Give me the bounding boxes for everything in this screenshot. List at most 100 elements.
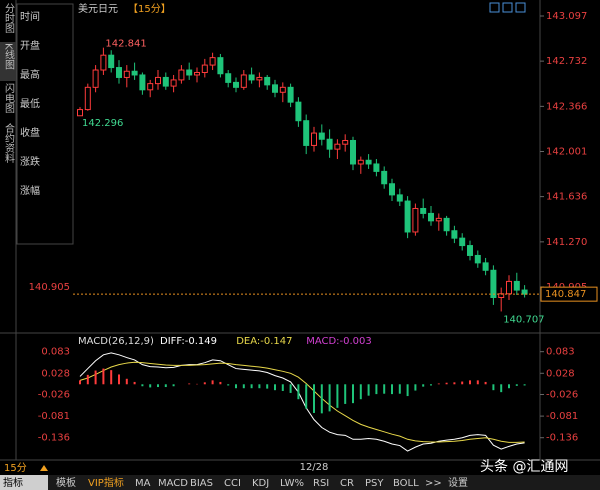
macd-title: MACD(26,12,9) — [78, 336, 154, 347]
indicator-tab[interactable]: LW% — [280, 478, 304, 489]
y-tick-label: 142.001 — [546, 146, 587, 157]
candle-body — [435, 217, 442, 222]
y-tick-label: 0.083 — [41, 347, 70, 358]
candle-body — [92, 69, 99, 88]
y-tick-label: 0.028 — [41, 368, 70, 379]
candle-body — [240, 74, 247, 88]
info-field: 涨幅 — [20, 184, 40, 197]
indicator-tab[interactable]: BOLL — [393, 478, 419, 489]
low-label: 142.296 — [82, 118, 123, 129]
icon[interactable] — [489, 2, 500, 13]
info-field: 开盘 — [20, 39, 40, 52]
candle-body — [350, 139, 356, 165]
indicator-tab[interactable]: 设置 — [448, 477, 468, 489]
y-tick-label: 142.732 — [546, 56, 587, 67]
candle-body — [108, 54, 115, 69]
candle-body — [318, 132, 325, 140]
info-field: 时间 — [20, 10, 40, 23]
candle-body — [100, 54, 107, 71]
candle-body — [178, 69, 185, 81]
indicator-tab[interactable]: CR — [340, 478, 354, 489]
candle-body — [248, 74, 255, 81]
candle-body — [326, 138, 333, 150]
indicator-tab[interactable]: 指标 — [3, 476, 23, 489]
indicator-tab[interactable]: 模板 — [56, 476, 76, 489]
candle-body — [506, 280, 512, 295]
x-tick-label: 12/28 — [300, 462, 329, 473]
indicator-tab[interactable]: PSY — [365, 478, 384, 489]
candle-body — [272, 84, 278, 93]
candle-body — [225, 73, 232, 83]
sidebar-tab[interactable]: K线图 — [3, 43, 15, 70]
info-field: 收盘 — [20, 126, 40, 139]
period-arrow[interactable] — [40, 465, 48, 471]
candle-body — [428, 212, 434, 222]
y-tick-label: 143.097 — [546, 11, 587, 22]
last-price-label: 140.847 — [545, 289, 586, 300]
sidebar-tab[interactable]: 合约资料 — [3, 122, 15, 164]
legend-entry: DEA:-0.147 — [236, 336, 292, 347]
candle-body — [365, 159, 372, 165]
candle-body — [389, 183, 395, 196]
chart-period: 【15分】 — [128, 3, 171, 15]
candle-body — [170, 79, 177, 87]
candle-body — [334, 143, 341, 150]
indicator-tab[interactable]: >> — [425, 478, 442, 489]
indicator-tab[interactable]: KDJ — [252, 478, 269, 489]
candle-body — [139, 74, 146, 91]
candle-body — [342, 139, 349, 145]
indicator-tab[interactable]: MACD — [158, 478, 188, 489]
candle-body — [420, 207, 427, 214]
candle-body — [357, 159, 364, 165]
indicator-tab[interactable]: VIP指标 — [88, 476, 124, 489]
candle-body — [381, 170, 388, 185]
candle-body — [467, 245, 473, 256]
sidebar-tab[interactable]: 分时图 — [3, 3, 15, 34]
y-tick-label: 0.083 — [546, 347, 575, 358]
y-tick-label: -0.081 — [546, 411, 578, 422]
candle-body — [201, 64, 208, 73]
legend-entry: MACD:-0.003 — [306, 336, 372, 347]
candle-body — [474, 254, 481, 264]
candle-body — [147, 83, 154, 91]
watermark: 头条 @汇通网 — [480, 458, 568, 475]
y-tick-label: 142.366 — [546, 101, 587, 112]
y-tick-label: -0.026 — [546, 390, 578, 401]
candle-body — [303, 120, 310, 146]
candle-body — [186, 69, 193, 76]
candle-body — [443, 217, 450, 232]
candle-body — [412, 207, 419, 233]
candle-body — [256, 76, 263, 81]
candle-body — [77, 109, 83, 117]
period-selector[interactable]: 15分 — [4, 462, 27, 474]
candle-body — [287, 86, 294, 103]
chart-title: 美元日元 — [78, 2, 118, 15]
candle-body — [194, 71, 200, 76]
indicator-tab[interactable]: CCI — [224, 478, 241, 489]
icon[interactable] — [502, 2, 513, 13]
sidebar-tab[interactable]: 闪电图 — [3, 82, 15, 114]
reference-price-label: 140.905 — [29, 282, 70, 293]
candle-body — [84, 86, 91, 111]
y-tick-label: 0.028 — [546, 368, 575, 379]
info-field: 最低 — [20, 97, 40, 110]
tab-active — [0, 475, 48, 490]
candle-body — [373, 163, 380, 172]
y-tick-label: -0.081 — [38, 411, 70, 422]
indicator-tab[interactable]: MA — [135, 478, 151, 489]
y-tick-label: -0.136 — [546, 433, 578, 444]
indicator-tab[interactable]: RSI — [313, 478, 329, 489]
y-tick-label: 141.636 — [546, 192, 587, 203]
candle-body — [233, 81, 239, 88]
candle-body — [123, 70, 130, 78]
low-label: 140.707 — [503, 314, 544, 325]
candle-body — [396, 194, 403, 202]
legend-entry: DIFF:-0.149 — [160, 336, 217, 347]
high-label: 142.841 — [105, 39, 146, 50]
indicator-tab[interactable]: BIAS — [190, 478, 213, 489]
icon[interactable] — [515, 2, 526, 13]
candle-body — [162, 76, 169, 87]
candle-body — [521, 289, 528, 295]
